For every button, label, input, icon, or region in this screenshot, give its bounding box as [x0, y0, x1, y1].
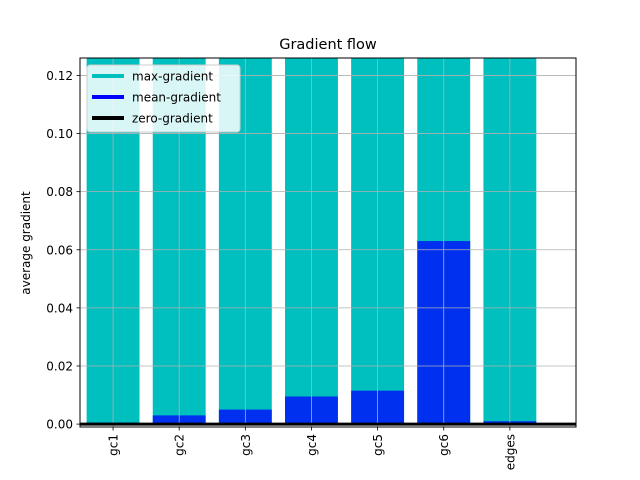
legend-label-zero-gradient: zero-gradient — [132, 112, 213, 126]
x-tick-label-gc4: gc4 — [305, 434, 319, 456]
x-tick-label-gc2: gc2 — [173, 434, 187, 456]
y-tick-label-3: 0.06 — [46, 243, 73, 257]
x-tick-label-edges: edges — [503, 434, 517, 470]
y-axis-label: average gradient — [19, 191, 33, 295]
y-tick-label-4: 0.08 — [46, 185, 73, 199]
chart-title: Gradient flow — [279, 37, 377, 53]
x-tick-label-gc6: gc6 — [437, 434, 451, 456]
y-tick-label-5: 0.10 — [46, 127, 73, 141]
x-tick-label-gc1: gc1 — [107, 434, 121, 456]
x-tick-label-gc5: gc5 — [371, 434, 385, 456]
y-tick-label-0: 0.00 — [46, 418, 73, 432]
legend-label-mean-gradient: mean-gradient — [132, 91, 221, 105]
y-tick-label-6: 0.12 — [46, 69, 73, 83]
legend-label-max-gradient: max-gradient — [132, 70, 213, 84]
legend: max-gradient mean-gradient zero-gradient — [86, 64, 241, 133]
axes-frame — [79, 57, 577, 428]
y-tick-label-1: 0.02 — [46, 359, 73, 373]
x-tick-label-gc3: gc3 — [239, 434, 253, 456]
legend-box — [86, 64, 241, 133]
y-tick-label-2: 0.04 — [46, 301, 73, 315]
